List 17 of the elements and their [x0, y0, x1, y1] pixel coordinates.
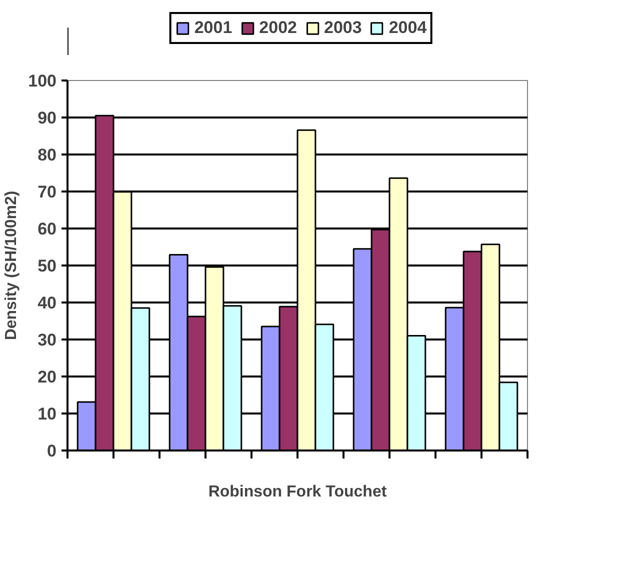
legend-label: 2001	[194, 18, 232, 38]
y-tick-label: 80	[38, 146, 57, 164]
y-tick-label: 0	[47, 442, 57, 460]
y-tick-label: 10	[38, 404, 57, 424]
y-tick-label: 100	[28, 72, 57, 90]
legend-label: 2003	[324, 18, 362, 38]
legend-label: 2004	[388, 18, 427, 38]
y-tick-label: 40	[38, 294, 57, 312]
y-tick-label: 90	[38, 108, 57, 128]
y-axis-title: Density (SH/100m2)	[3, 190, 20, 340]
y-tick-label: 70	[38, 182, 57, 202]
y-tick-label: 30	[38, 330, 57, 350]
y-tick-label: 20	[38, 368, 57, 386]
y-tick-label: 60	[38, 220, 57, 238]
x-axis-title: Robinson Fork Touchet	[208, 484, 388, 500]
legend-label: 2002	[259, 18, 297, 38]
y-tick-label: 50	[38, 256, 57, 276]
